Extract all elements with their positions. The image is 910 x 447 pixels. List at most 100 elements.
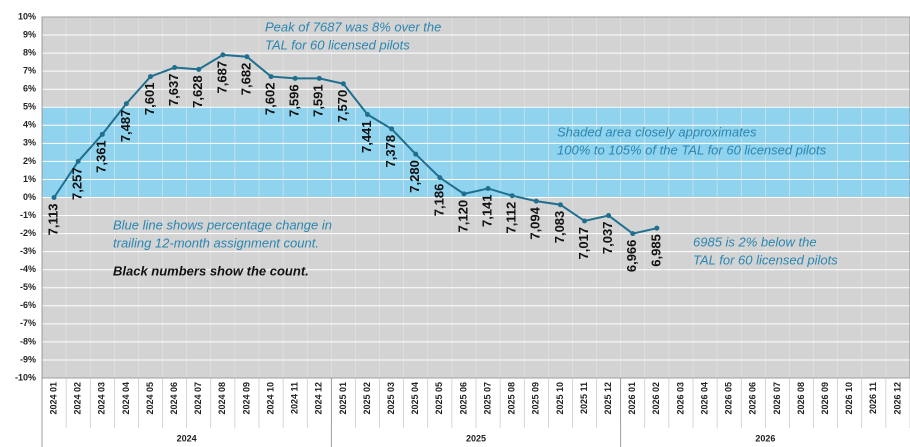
count-label: 7,601 xyxy=(142,83,157,116)
x-tick-label: 2025 05 xyxy=(434,382,444,415)
annotation: TAL for 60 licensed pilots xyxy=(693,252,838,267)
count-label: 7,628 xyxy=(190,75,205,108)
y-tick-label: 7% xyxy=(23,66,36,76)
x-tick-label: 2025 10 xyxy=(555,382,565,415)
x-tick-label: 2026 01 xyxy=(627,382,637,415)
point xyxy=(268,74,274,80)
y-tick-label: -2% xyxy=(20,228,36,238)
x-tick-label: 2026 04 xyxy=(699,382,709,415)
point xyxy=(509,193,515,199)
count-label: 7,186 xyxy=(431,184,446,217)
count-label: 7,682 xyxy=(238,63,253,96)
annotation: 100% to 105% of the TAL for 60 licensed … xyxy=(557,142,827,157)
y-tick-label: -5% xyxy=(20,282,36,292)
y-tick-label: 2% xyxy=(23,156,36,166)
count-label: 7,037 xyxy=(600,222,615,255)
x-tick-label: 2025 06 xyxy=(458,382,468,415)
count-label: 7,637 xyxy=(166,74,181,107)
x-tick-label: 2024 03 xyxy=(97,382,107,415)
annotation: Black numbers show the count. xyxy=(113,263,309,278)
x-tick-label: 2024 01 xyxy=(48,382,58,415)
point xyxy=(220,52,226,58)
count-label: 6,966 xyxy=(624,240,639,273)
point xyxy=(437,175,443,181)
y-tick-label: 6% xyxy=(23,84,36,94)
x-tick-label: 2025 09 xyxy=(531,382,541,415)
x-tick-label: 2024 02 xyxy=(73,382,83,415)
x-tick-label: 2025 11 xyxy=(579,382,589,414)
count-label: 7,591 xyxy=(311,84,326,117)
x-tick-label: 2025 07 xyxy=(482,382,492,415)
count-label: 7,141 xyxy=(479,194,494,227)
x-tick-label: 2024 08 xyxy=(217,382,227,415)
x-tick-label: 2025 12 xyxy=(603,382,613,415)
y-tick-label: 5% xyxy=(23,102,36,112)
group-label: 2025 xyxy=(466,433,486,443)
count-label: 7,094 xyxy=(528,206,543,239)
point xyxy=(99,131,105,137)
y-tick-label: 3% xyxy=(23,138,36,148)
count-label: 7,083 xyxy=(552,211,567,244)
point xyxy=(389,126,395,132)
count-label: 7,361 xyxy=(94,140,109,173)
line xyxy=(53,53,658,235)
point xyxy=(148,74,153,80)
count-label: 7,687 xyxy=(214,61,229,94)
point xyxy=(365,111,370,117)
y-tick-label: -6% xyxy=(20,300,36,310)
x-tick-label: 2026 03 xyxy=(675,382,685,415)
x-tick-label: 2026 06 xyxy=(748,382,758,415)
point xyxy=(413,151,419,157)
x-tick-label: 2024 10 xyxy=(265,382,275,415)
x-tick-label: 2024 09 xyxy=(241,382,251,415)
point xyxy=(51,195,57,200)
count-label: 7,120 xyxy=(455,200,470,233)
group-label: 2026 xyxy=(755,433,775,443)
x-tick-label: 2026 09 xyxy=(820,382,830,415)
annotation: Shaded area closely approximates xyxy=(557,124,757,139)
y-tick-label: -7% xyxy=(20,318,36,328)
x-tick-label: 2024 04 xyxy=(121,382,131,415)
y-tick-label: -10% xyxy=(15,372,36,382)
point xyxy=(557,202,563,208)
x-tick-label: 2025 08 xyxy=(507,382,517,415)
point xyxy=(533,198,539,204)
x-tick-label: 2026 12 xyxy=(892,382,902,415)
x-tick-label: 2024 12 xyxy=(314,382,324,415)
count-label: 7,280 xyxy=(407,160,422,193)
point xyxy=(196,66,202,72)
point xyxy=(75,158,81,164)
count-label: 7,487 xyxy=(118,110,133,143)
annotation: trailing 12-month assignment count. xyxy=(113,235,319,250)
count-label: 7,112 xyxy=(504,202,519,234)
y-tick-label: 0% xyxy=(23,192,36,202)
point xyxy=(461,191,467,197)
count-label: 7,113 xyxy=(45,204,60,236)
y-tick-label: -9% xyxy=(20,354,36,364)
count-label: 7,570 xyxy=(335,90,350,123)
y-tick-label: -4% xyxy=(20,264,36,274)
x-tick-label: 2025 02 xyxy=(362,382,372,415)
y-tick-label: -3% xyxy=(20,246,36,256)
group-label: 2024 xyxy=(177,433,197,443)
y-tick-label: 9% xyxy=(23,29,36,39)
y-tick-label: -1% xyxy=(20,210,36,220)
count-label: 7,441 xyxy=(359,120,374,153)
x-tick-label: 2026 02 xyxy=(651,382,661,415)
point xyxy=(316,75,322,81)
annotation: Blue line shows percentage change in xyxy=(113,217,332,232)
x-tick-label: 2025 03 xyxy=(386,382,396,415)
count-label: 7,257 xyxy=(70,167,85,200)
point xyxy=(582,218,587,224)
x-tick-label: 2026 05 xyxy=(724,382,734,415)
x-tick-label: 2024 07 xyxy=(193,382,203,415)
x-tick-label: 2026 11 xyxy=(868,382,878,414)
y-tick-label: 4% xyxy=(23,120,36,130)
count-label: 7,602 xyxy=(262,83,277,116)
x-tick-label: 2024 05 xyxy=(145,382,155,415)
x-tick-label: 2026 07 xyxy=(772,382,782,415)
x-tick-label: 2026 10 xyxy=(844,382,854,415)
count-label: 7,017 xyxy=(576,227,591,260)
point xyxy=(606,213,612,219)
